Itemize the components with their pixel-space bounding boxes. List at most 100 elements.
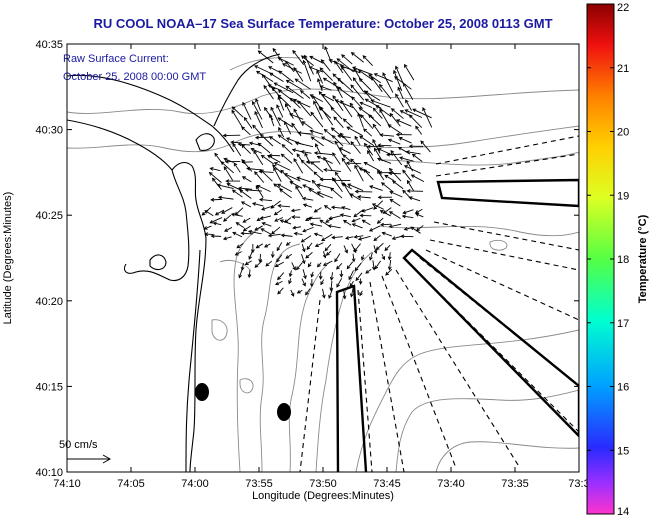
- current-arrow: [277, 134, 293, 145]
- current-arrow: [293, 231, 303, 236]
- current-arrow: [333, 116, 344, 129]
- current-arrow: [364, 90, 381, 101]
- current-arrow: [257, 50, 274, 64]
- current-arrow: [339, 132, 351, 145]
- current-arrow: [373, 73, 393, 83]
- colorbar-tick-label: 17: [617, 318, 629, 330]
- current-arrow: [321, 288, 326, 299]
- current-arrow: [255, 70, 274, 83]
- current-arrow: [309, 278, 314, 288]
- current-arrow: [263, 84, 274, 100]
- current-arrow: [269, 72, 284, 82]
- current-arrow: [297, 131, 314, 135]
- current-arrow: [401, 214, 414, 219]
- current-arrow: [250, 244, 255, 254]
- current-arrow: [285, 60, 295, 73]
- current-arrow: [313, 100, 323, 120]
- radar-sectors: [335, 178, 579, 472]
- y-tick-label: 40:15: [35, 381, 63, 393]
- current-arrow: [279, 219, 292, 225]
- current-arrow: [275, 280, 283, 286]
- current-arrow: [334, 253, 341, 263]
- current-arrow: [277, 287, 284, 295]
- current-arrow: [204, 210, 214, 217]
- current-arrow: [276, 104, 284, 118]
- current-arrow: [351, 253, 356, 263]
- current-arrow: [248, 251, 253, 260]
- current-arrow: [289, 113, 304, 120]
- current-arrow: [392, 180, 404, 190]
- current-arrow: [209, 167, 221, 172]
- current-arrow: [373, 234, 381, 242]
- current-arrow: [231, 189, 243, 198]
- scale-label: 50 cm/s: [59, 439, 98, 451]
- current-arrow: [354, 135, 361, 146]
- current-arrow: [357, 69, 374, 81]
- radar-sector-south: [335, 284, 368, 472]
- current-arrow: [301, 121, 313, 130]
- current-arrow: [292, 98, 311, 108]
- current-arrow: [259, 197, 273, 202]
- current-arrow: [307, 216, 321, 221]
- surface-current-vectors: [201, 46, 433, 300]
- x-tick-label: 73:40: [437, 478, 465, 490]
- current-arrow: [319, 67, 333, 81]
- current-arrow: [222, 236, 232, 241]
- current-arrow: [354, 164, 364, 182]
- current-arrow: [368, 114, 382, 127]
- current-arrow: [313, 232, 323, 237]
- current-arrow: [411, 153, 423, 162]
- contour-line: [288, 261, 331, 472]
- beam-line: [433, 221, 579, 251]
- current-arrow: [309, 129, 324, 135]
- current-arrow: [408, 196, 421, 202]
- current-arrow: [221, 207, 233, 214]
- beam-line: [435, 135, 579, 165]
- current-arrow: [361, 207, 374, 213]
- current-arrow: [370, 99, 391, 108]
- current-arrow: [301, 196, 314, 201]
- current-arrow: [361, 219, 371, 226]
- current-arrow: [331, 235, 343, 240]
- current-arrow: [320, 279, 325, 286]
- current-arrow: [325, 250, 332, 256]
- current-arrow: [285, 79, 303, 90]
- current-arrow: [368, 74, 382, 84]
- current-arrow: [318, 90, 334, 109]
- current-arrow: [351, 223, 363, 229]
- current-arrow: [309, 55, 324, 64]
- current-arrow: [395, 65, 404, 84]
- current-arrow: [349, 193, 362, 201]
- colorbar-tick-label: 20: [617, 127, 629, 139]
- current-arrow: [380, 222, 392, 227]
- current-arrow: [357, 112, 364, 128]
- current-arrow: [364, 142, 374, 156]
- current-arrow: [225, 179, 241, 184]
- current-arrow: [300, 235, 312, 243]
- current-arrow: [384, 244, 391, 252]
- current-arrow: [422, 107, 433, 128]
- current-arrow: [283, 173, 301, 182]
- current-arrow: [318, 271, 323, 280]
- current-arrow: [395, 119, 412, 127]
- current-arrow: [230, 212, 243, 217]
- current-arrow: [281, 144, 294, 156]
- current-arrow: [381, 253, 386, 261]
- current-arrow: [339, 270, 344, 278]
- current-arrow: [260, 228, 272, 235]
- current-arrow: [274, 261, 284, 268]
- current-arrow: [273, 82, 294, 94]
- current-arrow: [271, 164, 283, 174]
- current-arrow: [310, 271, 315, 278]
- current-arrow: [323, 156, 333, 171]
- current-arrow: [387, 260, 392, 271]
- current-arrow: [272, 47, 284, 63]
- current-arrow: [276, 254, 283, 263]
- current-arrow: [252, 124, 262, 135]
- current-arrow: [328, 289, 333, 299]
- current-arrow: [314, 242, 324, 247]
- current-arrow: [288, 270, 293, 278]
- current-arrow: [328, 215, 341, 220]
- current-arrow: [258, 253, 263, 263]
- x-tick-label: 73:45: [373, 478, 401, 490]
